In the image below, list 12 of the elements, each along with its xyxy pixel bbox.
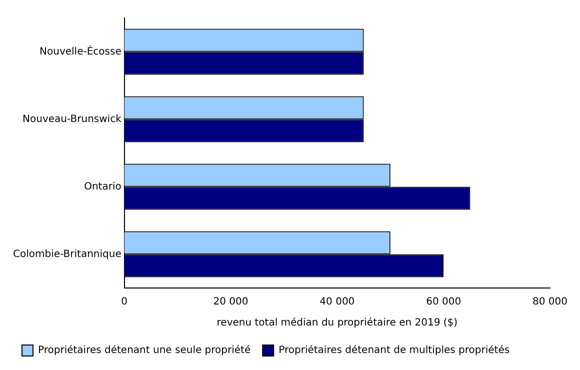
y-tick-label: Ontario	[84, 181, 122, 192]
x-tick-label: 40 000	[320, 296, 355, 308]
x-axis-title: revenu total médian du propriétaire en 2019 ($)	[216, 318, 458, 329]
y-tick-label: Nouvelle-Écosse	[40, 44, 122, 58]
legend-label: Propriétaires détenant de multiples propriétés	[278, 345, 510, 356]
legend-label: Propriétaires détenant une seule propriété	[38, 345, 251, 356]
y-tick-label: Colombie-Britannique	[13, 248, 122, 260]
x-tick-label: 20 000	[213, 296, 248, 308]
x-tick-label: 80 000	[532, 296, 568, 308]
x-tick-label: 60 000	[426, 296, 462, 308]
x-tick-label: 0	[121, 296, 128, 308]
y-tick-label: Nouveau-Brunswick	[22, 114, 122, 125]
